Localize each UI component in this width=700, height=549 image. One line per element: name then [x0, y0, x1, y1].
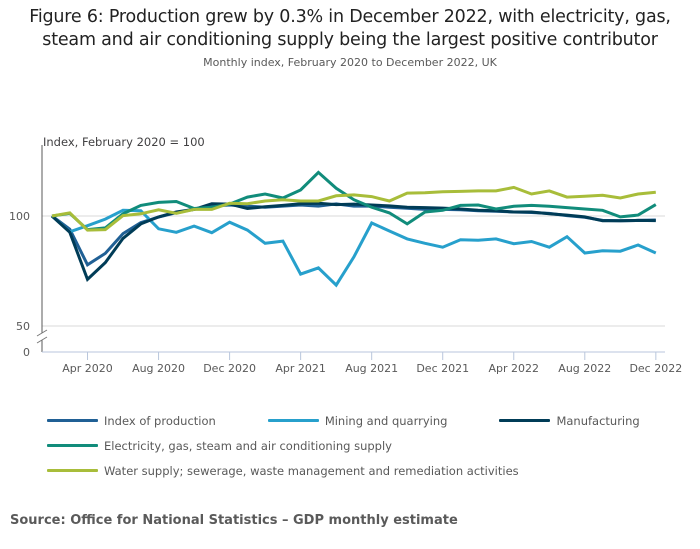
legend-row-1: Index of production Mining and quarrying…	[47, 408, 667, 433]
series-line-manufacturing[interactable]	[50, 201, 656, 283]
legend-row-2: Electricity, gas, steam and air conditio…	[47, 433, 667, 458]
x-tick-label-apr-2020: Apr 2020	[62, 362, 113, 375]
series-line-mining-and-quarrying[interactable]	[51, 208, 657, 288]
chart-title-line-1: Figure 6: Production grew by 0.3% in Dec…	[29, 7, 671, 27]
legend-label-mining-and-quarrying: Mining and quarrying	[324, 413, 448, 428]
x-tick-label-aug-2021: Aug 2021	[345, 362, 398, 375]
x-tick-label-dec-2022: Dec 2022	[629, 362, 682, 375]
y-tick-label-0: 0	[23, 346, 30, 359]
x-tick-label-dec-2020: Dec 2020	[203, 362, 256, 375]
legend-swatch-water-supply	[47, 469, 98, 472]
x-tick-label-apr-2022: Apr 2022	[488, 362, 539, 375]
legend: Index of production Mining and quarrying…	[47, 408, 667, 483]
x-tick-label-aug-2020: Aug 2020	[132, 362, 185, 375]
legend-item-manufacturing[interactable]: Manufacturing	[499, 413, 640, 428]
y-tick-label-100: 100	[9, 210, 30, 223]
series-line-water-supply-sewerage-waste-management-and-remediation-activities[interactable]	[51, 185, 656, 232]
legend-swatch-electricity	[47, 444, 98, 447]
legend-item-water-supply[interactable]: Water supply; sewerage, waste management…	[47, 464, 519, 478]
chart-title: Figure 6: Production grew by 0.3% in Dec…	[0, 6, 700, 52]
legend-item-mining-and-quarrying[interactable]: Mining and quarrying	[267, 413, 448, 428]
legend-row-3: Water supply; sewerage, waste management…	[47, 458, 667, 483]
legend-label-electricity: Electricity, gas, steam and air conditio…	[104, 438, 392, 453]
legend-label-water-supply: Water supply; sewerage, waste management…	[104, 463, 519, 478]
chart-title-line-2: steam and air conditioning supply being …	[42, 30, 658, 50]
x-tick-label-apr-2021: Apr 2021	[275, 362, 326, 375]
legend-label-index-of-production: Index of production	[104, 413, 216, 428]
legend-swatch-mining-and-quarrying	[267, 419, 319, 422]
series-lines	[50, 170, 657, 288]
grid-lines	[42, 215, 665, 327]
chart-subtitle: Monthly index, February 2020 to December…	[203, 56, 497, 69]
legend-swatch-index-of-production	[47, 419, 98, 422]
axes	[36, 145, 665, 353]
legend-swatch-manufacturing	[499, 419, 551, 422]
x-axis-ticks: Apr 2020 Aug 2020 Dec 2020 Apr 2021 Aug 2021…	[62, 352, 682, 375]
y-axis-ticks: 0 50 100	[9, 210, 30, 359]
axis-break-mark	[36, 329, 48, 337]
y-axis-label: Index, February 2020 = 100	[43, 135, 205, 149]
x-tick-label-dec-2021: Dec 2021	[416, 362, 469, 375]
legend-item-index-of-production[interactable]: Index of production	[47, 414, 216, 428]
x-tick-label-aug-2022: Aug 2022	[558, 362, 611, 375]
series-line-electricity-gas-steam-and-air-conditioning-supply[interactable]	[51, 170, 657, 232]
source-note: Source: Office for National Statistics –…	[10, 513, 458, 528]
legend-label-manufacturing: Manufacturing	[556, 413, 640, 428]
legend-item-electricity[interactable]: Electricity, gas, steam and air conditio…	[47, 439, 392, 453]
axis-break-mark	[36, 336, 48, 344]
y-tick-label-50: 50	[16, 320, 30, 333]
